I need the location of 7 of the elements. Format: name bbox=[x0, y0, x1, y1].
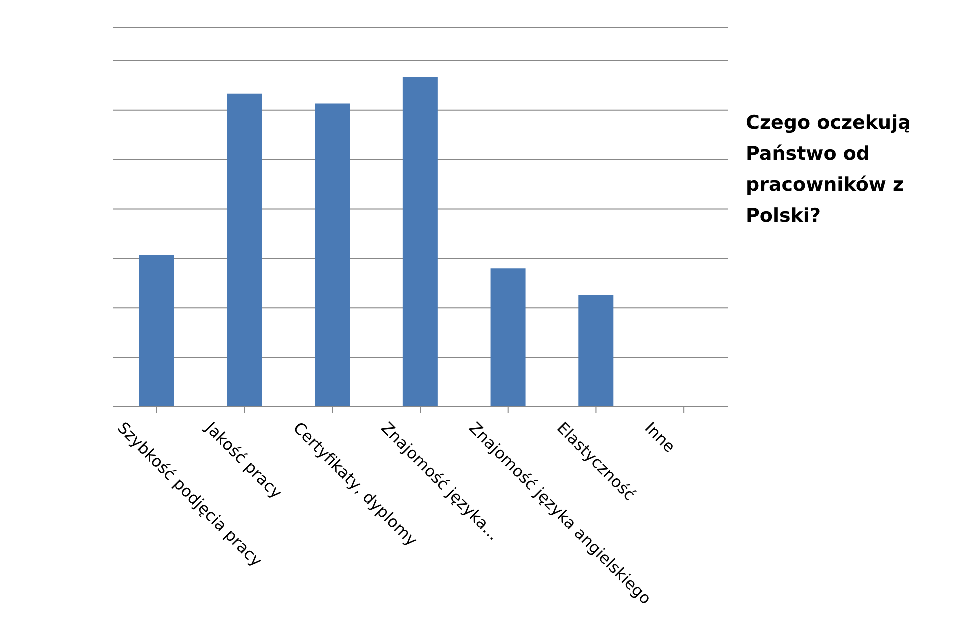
bar bbox=[315, 104, 350, 407]
bar bbox=[227, 94, 262, 407]
bar bbox=[490, 268, 526, 407]
text: Czego oczekują Państwo od pracowników z Polski? bbox=[746, 111, 912, 229]
bar bbox=[139, 255, 174, 407]
bar bbox=[578, 294, 614, 407]
bar bbox=[402, 77, 438, 407]
